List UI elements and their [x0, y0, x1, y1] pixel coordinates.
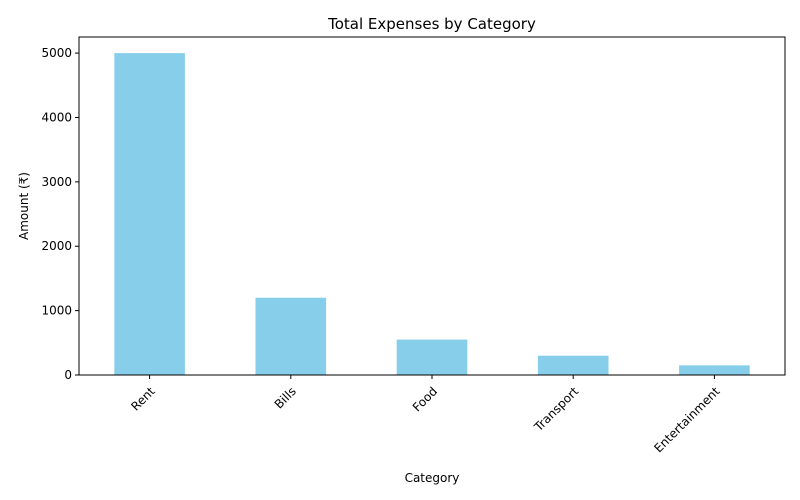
y-axis: 0 1000 2000 3000 4000 5000 — [41, 46, 79, 382]
x-tick-label: Bills — [272, 384, 299, 411]
x-tick-label: Entertainment — [651, 384, 722, 455]
bar-entertainment — [679, 365, 750, 375]
plot-area — [114, 53, 750, 375]
y-tick-label: 1000 — [41, 304, 72, 318]
x-tick-label: Food — [410, 384, 440, 414]
bar-transport — [537, 355, 609, 375]
x-axis-label: Category — [405, 471, 460, 485]
bar-rent — [114, 53, 185, 375]
y-tick-label: 5000 — [41, 46, 72, 60]
x-axis: Rent Bills Food Transport Entertainment — [128, 375, 723, 455]
x-tick-label: Transport — [531, 384, 582, 435]
y-tick-label: 0 — [64, 368, 72, 382]
x-tick-label: Rent — [128, 384, 158, 414]
bar-bills — [255, 297, 327, 375]
y-tick-label: 4000 — [41, 110, 72, 124]
y-tick-label: 3000 — [41, 175, 72, 189]
bar-food — [396, 339, 468, 375]
y-tick-label: 2000 — [41, 239, 72, 253]
chart-title: Total Expenses by Category — [327, 15, 536, 33]
y-axis-label: Amount (₹) — [17, 172, 31, 240]
